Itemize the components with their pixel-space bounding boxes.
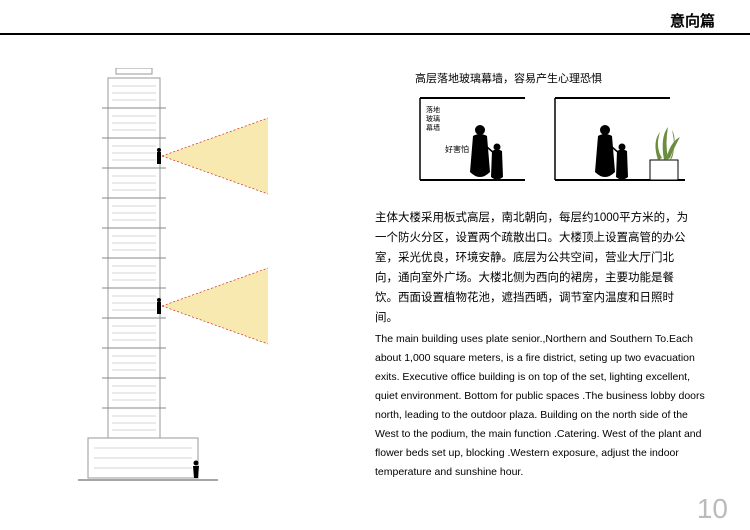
plant-icon <box>655 127 680 160</box>
figure-child-1 <box>491 144 503 180</box>
figure-child-2 <box>616 144 628 180</box>
header-divider <box>0 33 750 35</box>
figure-adult-1 <box>470 125 490 177</box>
svg-text:玻璃: 玻璃 <box>426 114 440 123</box>
page-number: 10 <box>697 493 728 525</box>
fear-diagram: 落地 玻璃 幕墙 好害怕 <box>390 92 690 192</box>
paragraph-chinese: 主体大楼采用板式高层，南北朝向，每层约1000平方米的，为一个防火分区，设置两个… <box>375 208 695 328</box>
paragraph-english: The main building uses plate senior.,Nor… <box>375 330 705 482</box>
diagram-heading-cn: 高层落地玻璃幕墙，容易产生心理恐惧 <box>415 70 602 86</box>
building-elevation <box>68 68 268 488</box>
figure-adult-2 <box>595 125 615 177</box>
label-glass-wall: 落地 <box>426 105 440 114</box>
label-fear: 好害怕 <box>445 144 469 154</box>
svg-text:幕墙: 幕墙 <box>426 123 440 132</box>
page-section-title: 意向篇 <box>670 10 715 31</box>
